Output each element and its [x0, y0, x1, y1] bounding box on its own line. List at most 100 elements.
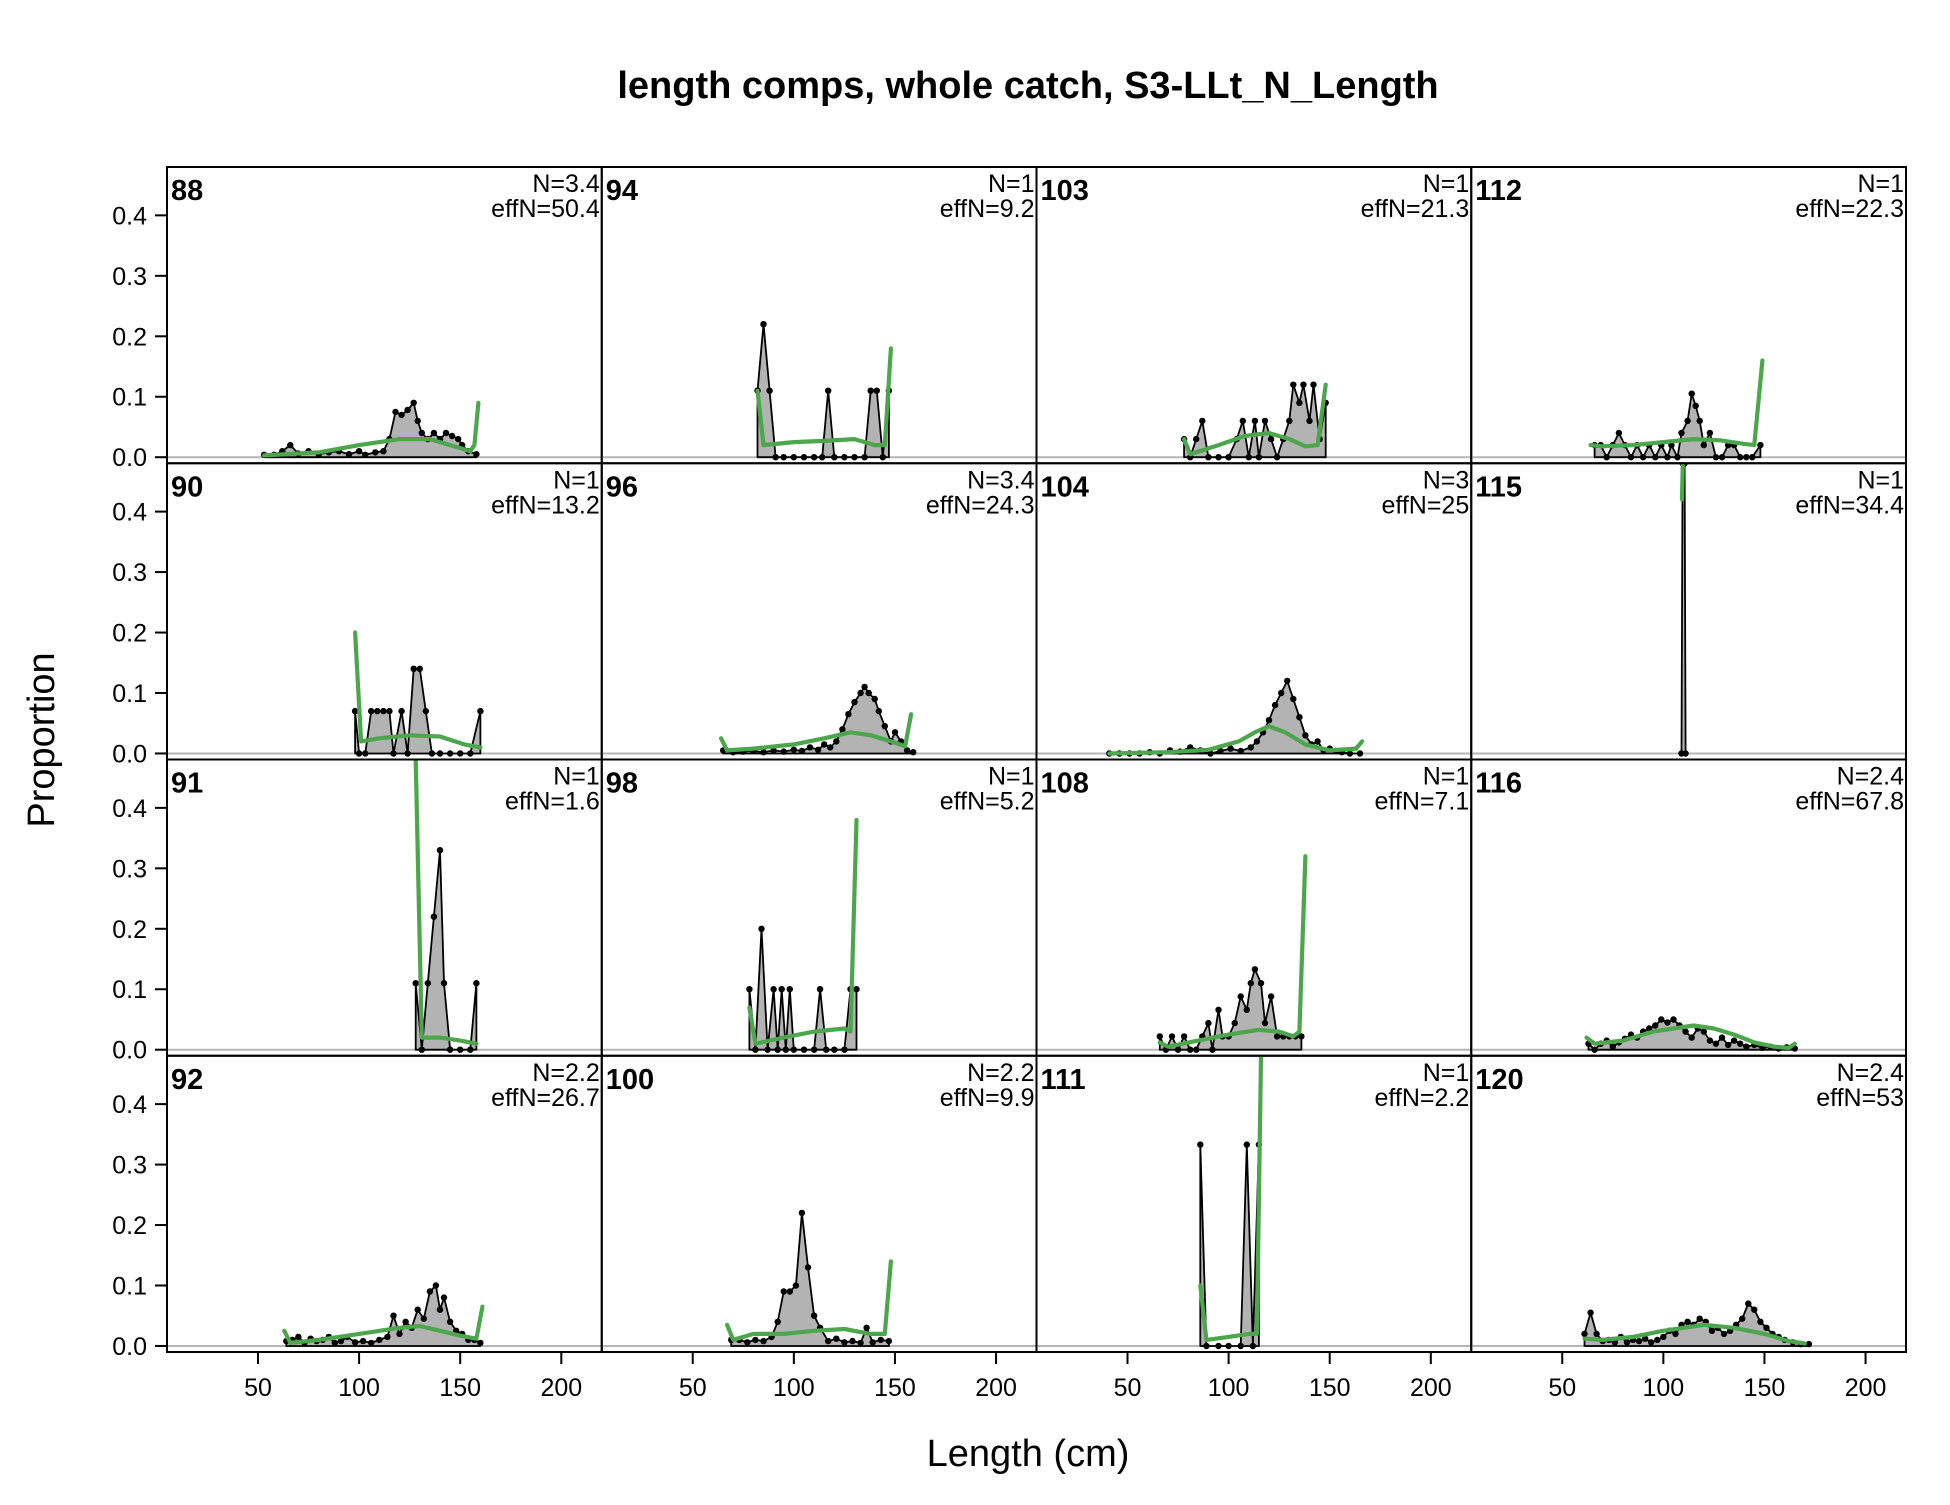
- observed-point: [398, 707, 405, 715]
- panel-plot-area: [167, 399, 602, 459]
- observed-point: [1356, 750, 1364, 757]
- panel-n-label: N=3.4: [532, 170, 600, 198]
- observed-point: [863, 1324, 870, 1332]
- observed-point: [1664, 1019, 1671, 1026]
- observed-point: [1225, 454, 1232, 461]
- y-tick-label: 0.1: [112, 1272, 147, 1300]
- panel-n-label: N=1: [1857, 170, 1904, 198]
- observed-point: [851, 454, 858, 461]
- panel-year-label: 108: [1041, 768, 1089, 800]
- observed-point: [473, 451, 480, 458]
- observed-point: [1225, 1342, 1232, 1350]
- observed-point: [1237, 747, 1244, 755]
- x-axis-title: Length (cm): [927, 1433, 1130, 1475]
- observed-point: [770, 747, 777, 754]
- x-tick-label: 150: [439, 1374, 481, 1402]
- observed-point: [467, 1046, 474, 1053]
- observed-point: [1193, 435, 1200, 443]
- observed-point: [442, 429, 450, 437]
- observed-point: [1168, 1033, 1176, 1040]
- panel-effn-label: effN=9.2: [940, 195, 1035, 223]
- observed-point: [368, 707, 375, 715]
- observed-point: [790, 454, 797, 461]
- observed-point: [1751, 1306, 1758, 1313]
- observed-point: [436, 1306, 444, 1313]
- observed-point: [857, 1339, 864, 1347]
- observed-point: [1306, 417, 1313, 425]
- observed-point: [1684, 417, 1691, 425]
- observed-point: [1193, 1046, 1200, 1053]
- observed-point: [1290, 381, 1297, 388]
- x-tick-label: 200: [975, 1374, 1017, 1402]
- y-tick-label: 0.3: [112, 1152, 147, 1180]
- observed-point: [1284, 677, 1291, 685]
- observed-point: [841, 454, 848, 461]
- y-tick-label: 0.4: [112, 499, 147, 527]
- observed-point: [384, 1333, 391, 1341]
- observed-point: [380, 448, 387, 455]
- observed-point: [798, 1209, 806, 1217]
- y-tick-label: 0.1: [112, 976, 147, 1004]
- observed-point: [800, 454, 808, 461]
- observed-point: [873, 387, 880, 394]
- observed-point: [1609, 1043, 1617, 1050]
- y-tick-label: 0.4: [112, 202, 147, 230]
- observed-point: [1615, 429, 1623, 437]
- observed-point: [418, 429, 425, 437]
- observed-point: [457, 1046, 464, 1053]
- observed-point: [1591, 1046, 1598, 1053]
- observed-point: [457, 750, 464, 757]
- observed-point: [810, 454, 818, 461]
- observed-point: [1203, 1342, 1210, 1350]
- panel-effn-label: effN=1.6: [505, 788, 600, 816]
- observed-point: [770, 986, 777, 993]
- observed-point: [1180, 1033, 1188, 1040]
- expected-line: [755, 346, 894, 448]
- panel-effn-label: effN=67.8: [1795, 788, 1904, 816]
- observed-point: [1627, 454, 1635, 461]
- observed-point: [424, 980, 431, 987]
- observed-point: [1658, 1016, 1665, 1023]
- observed-point: [446, 1318, 454, 1326]
- chart-title: length comps, whole catch, S3-LLt_N_Leng…: [617, 65, 1438, 107]
- expected-line: [1584, 1023, 1797, 1051]
- observed-point: [1296, 399, 1303, 406]
- panel-year-label: 90: [171, 471, 203, 503]
- panel-n-label: N=2.4: [1837, 763, 1905, 791]
- observed-point: [825, 1337, 832, 1345]
- panel-year-label: 91: [171, 768, 203, 800]
- observed-point: [1743, 454, 1750, 461]
- observed-point: [816, 986, 824, 993]
- observed-point: [839, 726, 846, 733]
- observed-point: [295, 1333, 302, 1341]
- x-tick-label: 50: [679, 1374, 707, 1402]
- observed-point: [1239, 417, 1247, 425]
- observed-point: [368, 1339, 375, 1347]
- panel-n-label: N=3.4: [967, 466, 1035, 494]
- observed-point: [1672, 1330, 1679, 1338]
- observed-point: [1314, 738, 1321, 745]
- observed-point: [1712, 1040, 1720, 1047]
- observed-point: [473, 980, 480, 987]
- panel-year-label: 100: [606, 1064, 654, 1096]
- observed-point: [376, 1336, 383, 1344]
- observed-point: [841, 1046, 848, 1053]
- observed-point: [825, 387, 832, 394]
- observed-point: [1271, 701, 1279, 709]
- observed-point: [885, 1337, 893, 1345]
- observed-point: [1302, 732, 1309, 739]
- observed-point: [786, 986, 793, 993]
- observed-point: [780, 454, 787, 461]
- panel-effn-label: effN=5.2: [940, 788, 1035, 816]
- observed-point: [432, 1282, 440, 1289]
- observed-point: [1290, 695, 1297, 703]
- x-tick-label: 200: [1410, 1374, 1452, 1402]
- expected-line: [413, 759, 479, 1046]
- y-tick-label: 0.3: [112, 855, 147, 883]
- observed-point: [772, 454, 779, 461]
- x-tick-label: 200: [540, 1374, 582, 1402]
- observed-point: [766, 387, 773, 394]
- observed-point: [1273, 454, 1281, 461]
